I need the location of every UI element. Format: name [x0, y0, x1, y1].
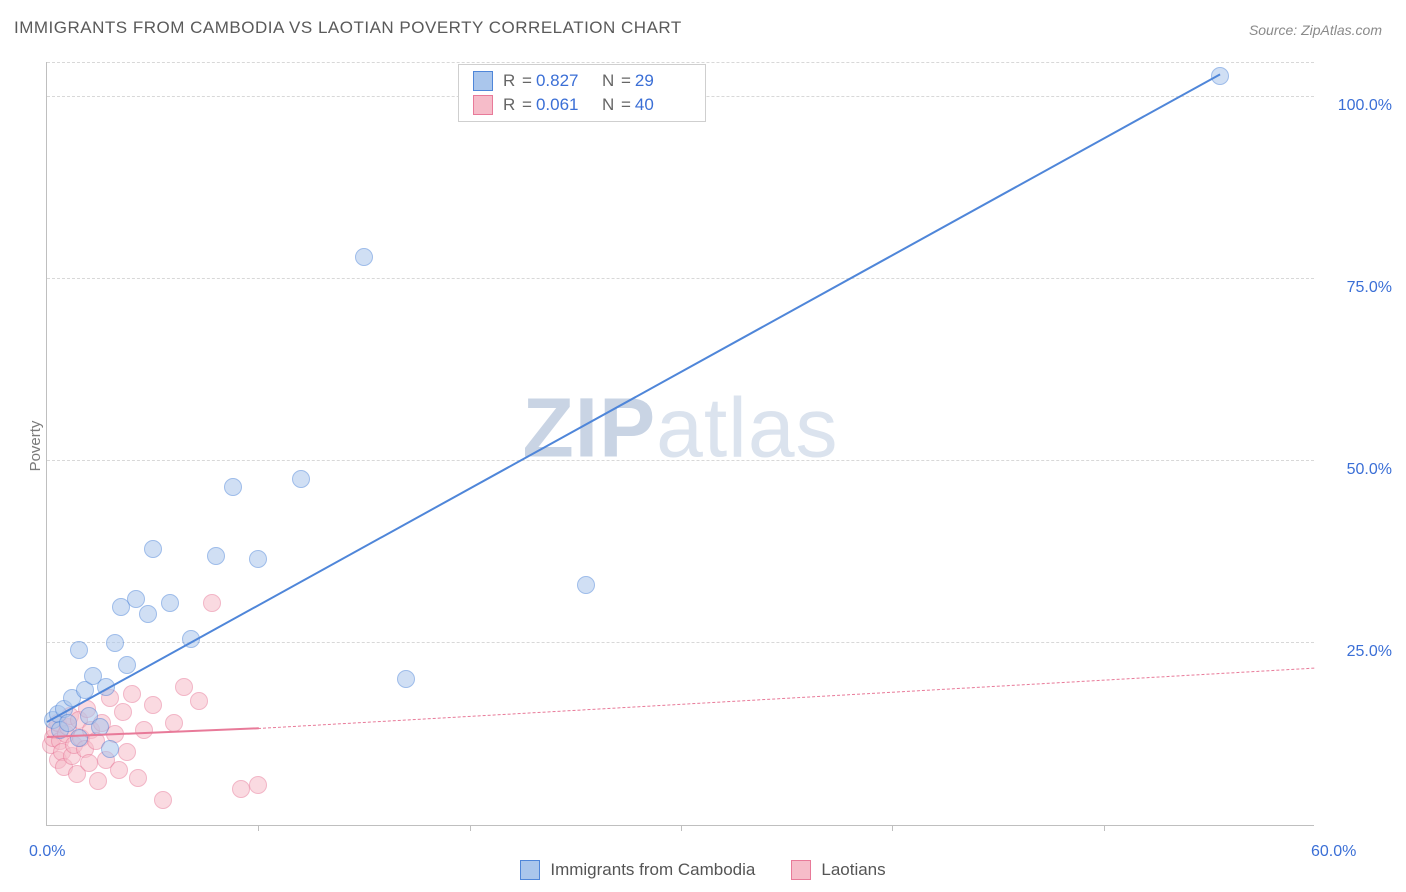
- x-tick-label: 60.0%: [1311, 843, 1356, 861]
- data-point: [89, 772, 107, 790]
- data-point: [80, 754, 98, 772]
- legend-row-laotians: R =0.061 N =40: [459, 93, 705, 117]
- r-value: 0.061: [536, 95, 592, 115]
- data-point: [249, 776, 267, 794]
- data-point: [144, 540, 162, 558]
- data-point: [144, 696, 162, 714]
- gridline: [47, 278, 1314, 279]
- legend-row-cambodia: R =0.827 N =29: [459, 69, 705, 93]
- y-tick-label: 100.0%: [1338, 97, 1392, 115]
- data-point: [101, 740, 119, 758]
- data-point: [127, 590, 145, 608]
- n-value: 29: [635, 71, 691, 91]
- x-tick: [258, 825, 259, 831]
- y-tick-label: 75.0%: [1347, 279, 1392, 297]
- y-axis-label: Poverty: [27, 421, 44, 472]
- swatch-cambodia: [473, 71, 493, 91]
- chart-plot-area: ZIPatlas 25.0%50.0%75.0%100.0%0.0%60.0%: [46, 62, 1314, 826]
- y-tick-label: 50.0%: [1347, 461, 1392, 479]
- data-point: [135, 721, 153, 739]
- data-point: [106, 634, 124, 652]
- x-tick-label: 0.0%: [29, 843, 65, 861]
- correlation-legend: R =0.827 N =29 R =0.061 N =40: [458, 64, 706, 122]
- data-point: [232, 780, 250, 798]
- data-point: [129, 769, 147, 787]
- x-tick: [1104, 825, 1105, 831]
- legend-label: Immigrants from Cambodia: [550, 860, 755, 880]
- data-point: [161, 594, 179, 612]
- trend-line: [47, 74, 1221, 723]
- data-point: [397, 670, 415, 688]
- swatch-cambodia: [520, 860, 540, 880]
- data-point: [139, 605, 157, 623]
- watermark: ZIPatlas: [522, 380, 838, 477]
- r-value: 0.827: [536, 71, 592, 91]
- data-point: [355, 248, 373, 266]
- data-point: [123, 685, 141, 703]
- legend-label: Laotians: [821, 860, 885, 880]
- data-point: [207, 547, 225, 565]
- legend-item-laotians: Laotians: [791, 860, 885, 880]
- data-point: [224, 478, 242, 496]
- data-point: [249, 550, 267, 568]
- x-tick: [681, 825, 682, 831]
- gridline: [47, 642, 1314, 643]
- y-tick-label: 25.0%: [1347, 643, 1392, 661]
- n-value: 40: [635, 95, 691, 115]
- gridline: [47, 62, 1314, 63]
- data-point: [203, 594, 221, 612]
- data-point: [577, 576, 595, 594]
- data-point: [70, 641, 88, 659]
- x-tick: [892, 825, 893, 831]
- data-point: [118, 656, 136, 674]
- trend-line: [258, 668, 1315, 729]
- swatch-laotians: [791, 860, 811, 880]
- data-point: [190, 692, 208, 710]
- data-point: [114, 703, 132, 721]
- data-point: [165, 714, 183, 732]
- x-tick: [470, 825, 471, 831]
- legend-item-cambodia: Immigrants from Cambodia: [520, 860, 755, 880]
- series-legend: Immigrants from Cambodia Laotians: [0, 860, 1406, 880]
- swatch-laotians: [473, 95, 493, 115]
- data-point: [118, 743, 136, 761]
- data-point: [154, 791, 172, 809]
- chart-title: IMMIGRANTS FROM CAMBODIA VS LAOTIAN POVE…: [14, 18, 682, 38]
- data-point: [70, 729, 88, 747]
- source-attribution: Source: ZipAtlas.com: [1249, 22, 1382, 38]
- data-point: [110, 761, 128, 779]
- data-point: [175, 678, 193, 696]
- data-point: [292, 470, 310, 488]
